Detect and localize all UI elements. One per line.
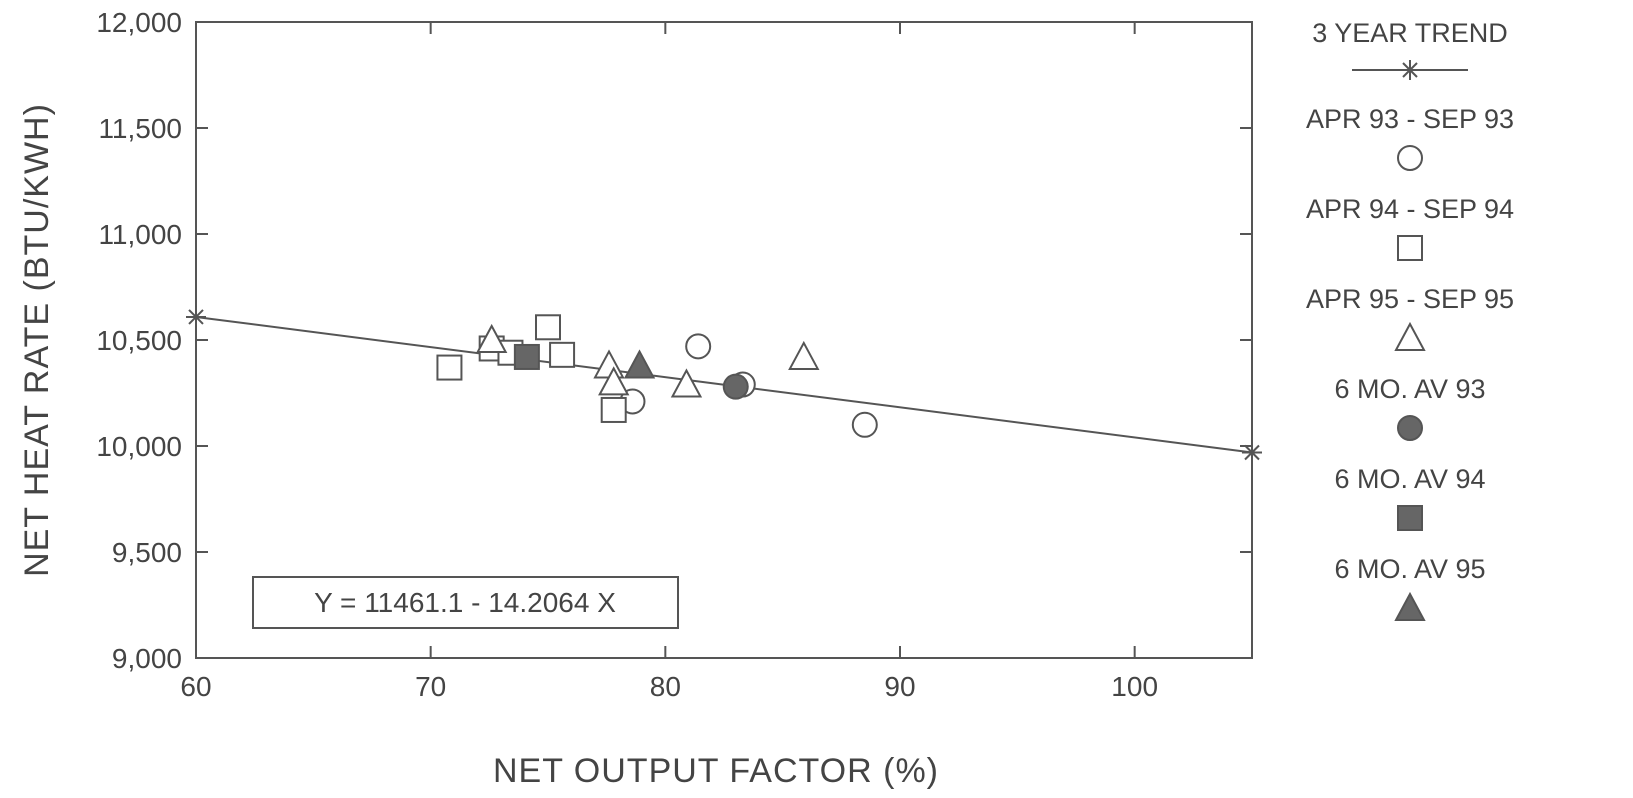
legend-marker [1394, 321, 1426, 351]
legend-label: 3 YEAR TREND [1312, 18, 1508, 48]
y-axis-label: NET HEAT RATE (BTU/KWH) [18, 103, 56, 577]
legend-entry-trend: 3 YEAR TREND [1312, 18, 1508, 80]
plot-frame [195, 21, 1253, 659]
data-point [513, 343, 540, 370]
x-tick-label: 80 [650, 671, 681, 702]
trend-endpoint-marker [186, 306, 206, 327]
y-tick-label: 9,000 [112, 643, 182, 674]
legend-marker [1397, 505, 1423, 531]
data-point [623, 349, 656, 379]
legend-marker [1394, 591, 1426, 621]
legend-marker [1397, 415, 1423, 441]
y-tick-label: 11,500 [98, 113, 182, 144]
regression-equation-box: Y = 11461.1 - 14.2064 X [252, 576, 679, 629]
data-point [476, 323, 508, 353]
legend-entry-5: 6 MO. AV 94 [1334, 464, 1486, 531]
data-point [670, 368, 703, 398]
data-point [685, 333, 712, 360]
y-tick-label: 10,500 [96, 325, 182, 356]
series-3 [476, 323, 820, 398]
legend-label: APR 94 - SEP 94 [1306, 194, 1514, 224]
legend-label: APR 95 - SEP 95 [1306, 284, 1514, 314]
legend-entry-1: APR 93 - SEP 93 [1306, 104, 1514, 171]
x-tick-label: 70 [415, 671, 446, 702]
equation-frame [252, 576, 679, 629]
equation-text: Y = 11461.1 - 14.2064 X [314, 587, 616, 618]
data-point [593, 349, 625, 379]
data-point [788, 340, 820, 370]
data-point [549, 341, 576, 368]
data-point [535, 314, 561, 341]
y-tick-label: 10,000 [96, 431, 182, 462]
data-point [436, 354, 463, 381]
series-6 [623, 349, 656, 379]
legend-marker [1397, 235, 1423, 261]
data-point [851, 411, 878, 438]
legend-entry-3: APR 95 - SEP 95 [1306, 284, 1514, 351]
data-point [598, 366, 630, 396]
x-tick-label: 100 [1111, 671, 1158, 702]
legend-label: 6 MO. AV 93 [1334, 374, 1485, 404]
plot-area [195, 21, 1253, 659]
legend-label: 6 MO. AV 94 [1334, 464, 1485, 494]
data-point [722, 373, 749, 400]
x-axis-label: NET OUTPUT FACTOR (%) [493, 752, 939, 790]
series-5 [513, 343, 540, 370]
series-4 [722, 373, 749, 400]
legend-entry-6: 6 MO. AV 95 [1334, 554, 1486, 621]
y-tick-label: 12,000 [96, 7, 182, 38]
data-points [436, 314, 878, 438]
data-point [600, 396, 627, 423]
x-axis: 60 70 80 90 100 [180, 22, 1158, 702]
legend-label: 6 MO. AV 95 [1334, 554, 1485, 584]
legend-entry-4: 6 MO. AV 93 [1334, 374, 1486, 441]
legend: 3 YEAR TREND APR 93 - SEP 93 APR 94 - SEP … [1306, 18, 1514, 621]
y-tick-label: 9,500 [112, 537, 182, 568]
x-tick-label: 90 [884, 671, 915, 702]
trend-endpoint-marker [1242, 442, 1262, 463]
y-axis: 9,000 9,500 10,000 10,500 11,000 11,500 12,000 [96, 7, 1252, 674]
legend-label: APR 93 - SEP 93 [1306, 104, 1514, 134]
y-tick-label: 11,000 [98, 219, 182, 250]
x-tick-label: 60 [180, 671, 211, 702]
legend-trend-marker [1400, 60, 1420, 80]
legend-entry-2: APR 94 - SEP 94 [1306, 194, 1514, 261]
legend-marker [1397, 145, 1423, 171]
